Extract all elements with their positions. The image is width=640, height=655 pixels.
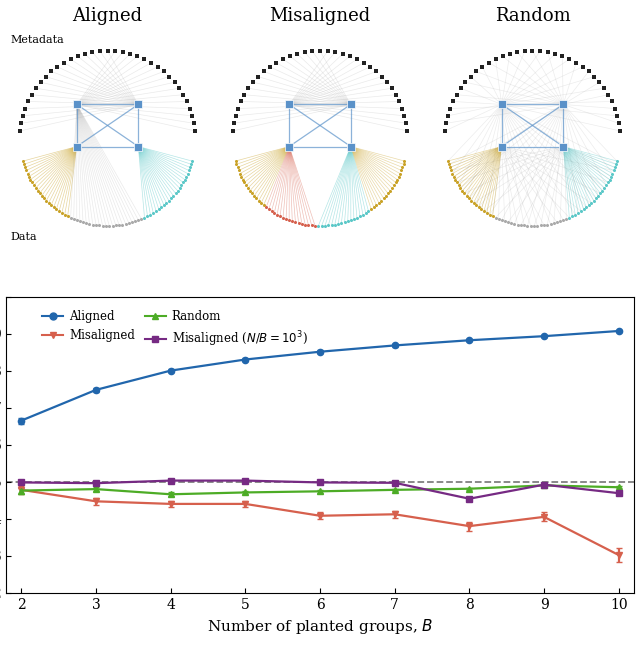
X-axis label: Number of planted groups, $B$: Number of planted groups, $B$ [207, 617, 433, 636]
Title: Random: Random [495, 7, 570, 25]
Legend: Aligned, Misaligned, Random, Misaligned ($N/B = 10^3$): Aligned, Misaligned, Random, Misaligned … [37, 305, 312, 353]
Text: Data: Data [10, 232, 37, 242]
Text: Metadata: Metadata [10, 35, 64, 45]
Title: Aligned: Aligned [72, 7, 143, 25]
Title: Misaligned: Misaligned [269, 7, 371, 25]
